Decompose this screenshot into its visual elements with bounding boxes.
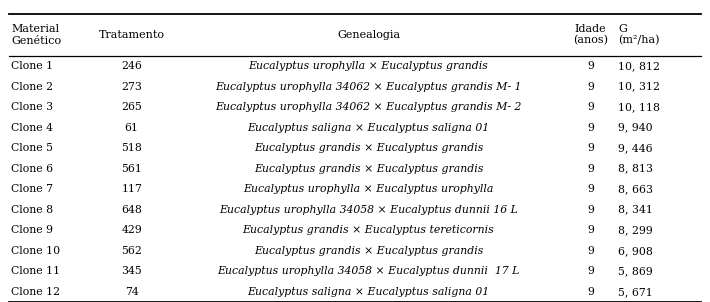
Text: 265: 265 [121,102,142,112]
Text: Clone 5: Clone 5 [11,143,53,153]
Text: Eucalyptus urophylla 34062 × Eucalyptus grandis M- 1: Eucalyptus urophylla 34062 × Eucalyptus … [215,82,522,92]
Text: 61: 61 [125,123,138,133]
Text: 8, 813: 8, 813 [618,164,653,174]
Text: 6, 908: 6, 908 [618,246,653,256]
Text: 9: 9 [587,266,594,276]
Text: Clone 10: Clone 10 [11,246,60,256]
Text: 9: 9 [587,102,594,112]
Text: 273: 273 [121,82,142,92]
Text: 9: 9 [587,164,594,174]
Text: 9: 9 [587,184,594,194]
Text: 9: 9 [587,225,594,235]
Text: 246: 246 [121,61,142,71]
Text: 10, 812: 10, 812 [618,61,660,71]
Text: Eucalyptus grandis × Eucalyptus tereticornis: Eucalyptus grandis × Eucalyptus teretico… [243,225,494,235]
Text: Eucalyptus grandis × Eucalyptus grandis: Eucalyptus grandis × Eucalyptus grandis [253,164,484,174]
Text: Tratamento: Tratamento [99,30,165,40]
Text: Clone 6: Clone 6 [11,164,53,174]
Text: Genealogia: Genealogia [337,30,400,40]
Text: 561: 561 [121,164,142,174]
Text: 8, 341: 8, 341 [618,205,653,215]
Text: 8, 299: 8, 299 [618,225,653,235]
Text: Eucalyptus grandis × Eucalyptus grandis: Eucalyptus grandis × Eucalyptus grandis [253,246,484,256]
Text: 9, 940: 9, 940 [618,123,653,133]
Text: 10, 118: 10, 118 [618,102,660,112]
Text: Clone 11: Clone 11 [11,266,60,276]
Text: 10, 312: 10, 312 [618,82,660,92]
Text: 74: 74 [125,287,138,297]
Text: Eucalyptus urophylla 34058 × Eucalyptus dunnii  17 L: Eucalyptus urophylla 34058 × Eucalyptus … [217,266,520,276]
Text: 9: 9 [587,287,594,297]
Text: Clone 2: Clone 2 [11,82,53,92]
Text: Idade
(anos): Idade (anos) [573,24,608,46]
Text: 518: 518 [121,143,142,153]
Text: 8, 663: 8, 663 [618,184,653,194]
Text: Eucalyptus saligna × Eucalyptus saligna 01: Eucalyptus saligna × Eucalyptus saligna … [247,287,490,297]
Text: Clone 7: Clone 7 [11,184,53,194]
Text: Clone 12: Clone 12 [11,287,60,297]
Text: 5, 671: 5, 671 [618,287,653,297]
Text: Eucalyptus urophylla × Eucalyptus urophylla: Eucalyptus urophylla × Eucalyptus urophy… [244,184,493,194]
Text: 117: 117 [121,184,142,194]
Text: Clone 4: Clone 4 [11,123,53,133]
Text: Clone 9: Clone 9 [11,225,53,235]
Text: 429: 429 [121,225,142,235]
Text: Eucalyptus urophylla 34062 × Eucalyptus grandis M- 2: Eucalyptus urophylla 34062 × Eucalyptus … [215,102,522,112]
Text: Eucalyptus urophylla × Eucalyptus grandis: Eucalyptus urophylla × Eucalyptus grandi… [248,61,488,71]
Text: 9: 9 [587,61,594,71]
Text: 9: 9 [587,123,594,133]
Text: Eucalyptus grandis × Eucalyptus grandis: Eucalyptus grandis × Eucalyptus grandis [253,143,484,153]
Text: 9: 9 [587,205,594,215]
Text: 9: 9 [587,82,594,92]
Text: 648: 648 [121,205,142,215]
Text: 562: 562 [121,246,142,256]
Text: 345: 345 [121,266,142,276]
Text: Clone 8: Clone 8 [11,205,53,215]
Text: Eucalyptus urophylla 34058 × Eucalyptus dunnii 16 L: Eucalyptus urophylla 34058 × Eucalyptus … [219,205,518,215]
Text: Material
Genético: Material Genético [11,24,62,46]
Text: Clone 3: Clone 3 [11,102,53,112]
Text: 5, 869: 5, 869 [618,266,653,276]
Text: 9, 446: 9, 446 [618,143,653,153]
Text: G
(m²/ha): G (m²/ha) [618,24,660,46]
Text: 9: 9 [587,246,594,256]
Text: Clone 1: Clone 1 [11,61,53,71]
Text: 9: 9 [587,143,594,153]
Text: Eucalyptus saligna × Eucalyptus saligna 01: Eucalyptus saligna × Eucalyptus saligna … [247,123,490,133]
